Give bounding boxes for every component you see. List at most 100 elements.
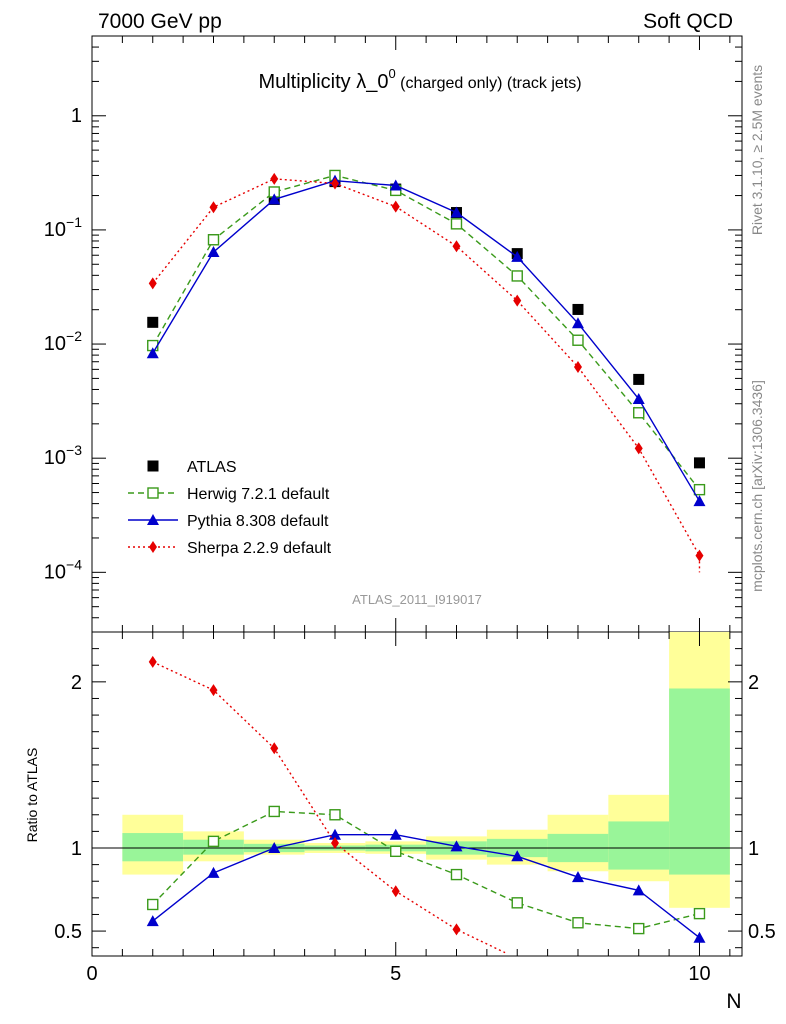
pythia-main-point (571, 317, 584, 329)
header-process-label: Soft QCD (643, 10, 733, 33)
pythia-main-point (450, 206, 463, 218)
pythia-ratio-point (511, 850, 524, 862)
pythia-legend-label: Pythia 8.308 default (187, 513, 329, 530)
tick-exponent: −3 (66, 442, 82, 458)
ratio-y-tick-label-right: 1 (748, 838, 759, 860)
herwig-main-point (511, 270, 523, 282)
pythia-main-point (693, 495, 706, 507)
herwig-main-point (693, 483, 706, 496)
herwig-main-point (207, 234, 220, 246)
herwig-main-point (572, 334, 584, 346)
header-energy-label: 7000 GeV pp (98, 10, 222, 33)
sherpa-main-point (634, 442, 643, 455)
pythia-legend-marker (147, 514, 159, 525)
herwig-ratio-point (572, 917, 584, 929)
pythia-ratio-point (389, 828, 402, 840)
sherpa-ratio-point (209, 684, 218, 697)
atlas-legend-label: ATLAS (187, 459, 237, 476)
atlas-main-point (147, 316, 159, 328)
x-axis-label: N (726, 990, 741, 1013)
atlas-main-point (693, 457, 705, 469)
sherpa-main-point (573, 360, 582, 373)
tick-exponent: −4 (66, 556, 82, 572)
tick-base: 1 (71, 105, 82, 127)
herwig-legend-marker (147, 487, 159, 499)
atlas-main-point (572, 303, 584, 315)
sherpa-main-point (270, 172, 279, 185)
pythia-ratio-point (328, 828, 341, 840)
main-y-tick-label: 1 (71, 105, 82, 127)
pythia-ratio-point (450, 840, 463, 852)
sherpa-main-point (513, 294, 522, 307)
ratio-y-tick-label-left: 2 (71, 672, 82, 694)
main-y-tick-label: 10−3 (44, 442, 82, 469)
ratio-y-tick-label-right: 2 (748, 672, 759, 694)
sherpa-legend-marker (149, 541, 157, 553)
plot-title: Multiplicity λ_00 (charged only) (track … (258, 66, 581, 93)
tick-base: 10 (44, 447, 66, 469)
herwig-ratio-point (147, 898, 159, 911)
pythia-main-point (268, 193, 281, 205)
atlas-main-point (633, 373, 645, 385)
herwig-ratio-point (390, 845, 402, 858)
ratio-inner-band (669, 688, 730, 875)
herwig-ratio-point (207, 835, 220, 848)
herwig-ratio-line (152, 810, 700, 930)
x-tick-label: 5 (390, 963, 401, 985)
sherpa-ratio-point (330, 837, 339, 850)
tick-base: 10 (44, 333, 66, 355)
pythia-ratio-point (146, 915, 159, 927)
ratio-axes: 0.5 0.5 1 1 2 2 0 5 10 (54, 631, 776, 985)
sherpa-main-point (391, 200, 400, 213)
sherpa-main-point (148, 277, 157, 290)
atlas-legend-marker (147, 460, 159, 472)
plot-title-suffix: (charged only) (track jets) (396, 75, 582, 92)
pythia-main-point (632, 393, 645, 405)
sherpa-ratio-point (452, 923, 461, 936)
tick-base: 10 (44, 219, 66, 241)
herwig-legend-label: Herwig 7.2.1 default (187, 486, 330, 503)
sherpa-main-point (695, 549, 704, 562)
pythia-ratio-point (207, 866, 220, 878)
pythia-ratio-point (693, 931, 706, 943)
ratio-y-tick-label-right: 0.5 (748, 921, 776, 943)
sherpa-main-point (330, 177, 339, 190)
sherpa-ratio-line (152, 661, 506, 954)
tick-exponent: −2 (66, 328, 82, 344)
pythia-main-point (511, 250, 524, 262)
sherpa-ratio-point (148, 655, 157, 668)
plot-title-superscript: 0 (388, 66, 395, 81)
herwig-main-point (633, 407, 645, 419)
sherpa-main-point (452, 240, 461, 253)
pythia-main-point (207, 246, 220, 258)
analysis-watermark: ATLAS_2011_I919017 (352, 592, 482, 607)
ratio-y-axis-label: Ratio to ATLAS (24, 748, 40, 843)
main-axes: 10−410−310−210−11 (44, 35, 742, 633)
main-y-tick-label: 10−4 (44, 556, 82, 583)
tick-base: 10 (44, 561, 66, 583)
ratio-inner-band (608, 821, 670, 870)
herwig-ratio-point (511, 897, 523, 909)
herwig-ratio-point (268, 805, 280, 818)
herwig-ratio-point (329, 809, 341, 821)
pythia-ratio-line (152, 834, 700, 939)
herwig-ratio-point (633, 922, 645, 935)
sherpa-legend-label: Sherpa 2.2.9 default (187, 540, 332, 557)
ratio-inner-band (183, 839, 244, 855)
mcplots-label: mcplots.cern.ch [arXiv:1306.3436] (749, 380, 765, 592)
ratio-y-tick-label-left: 0.5 (54, 921, 82, 943)
main-y-tick-label: 10−1 (44, 214, 82, 241)
herwig-ratio-point (693, 907, 706, 920)
ratio-y-tick-label-left: 1 (71, 838, 82, 860)
herwig-ratio-point (450, 868, 463, 881)
ratio-inner-band (122, 833, 184, 862)
pythia-main-line (152, 179, 701, 502)
pythia-ratio-point (571, 871, 584, 883)
pythia-ratio-point (632, 884, 645, 896)
sherpa-ratio-point (391, 885, 400, 898)
pythia-ratio-point (268, 842, 281, 853)
herwig-main-point (450, 218, 463, 230)
main-y-tick-label: 10−2 (44, 328, 82, 355)
legend: ATLAS Herwig 7.2.1 default Pythia 8.308 de… (128, 459, 332, 557)
